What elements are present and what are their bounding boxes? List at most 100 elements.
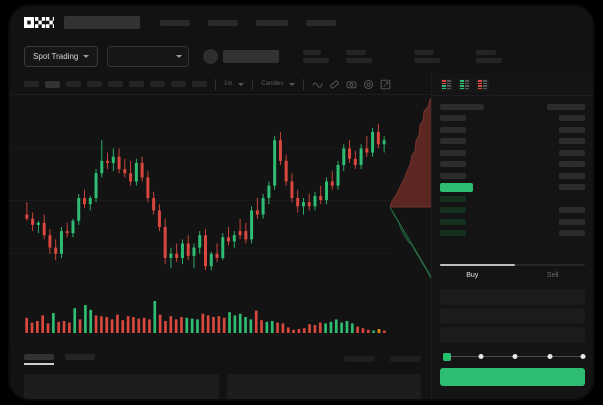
- chevron-down-icon[interactable]: [289, 82, 296, 86]
- chevron-down-icon: [83, 55, 90, 58]
- tab-open-orders[interactable]: [24, 353, 54, 365]
- toolbar-divider: [303, 78, 305, 90]
- orderbook-spread-row[interactable]: [440, 182, 585, 194]
- toolbar-divider: [252, 78, 254, 90]
- slider-stop-50[interactable]: [512, 354, 518, 359]
- volume-chart-panel[interactable]: [10, 295, 435, 347]
- stat-label-skeleton: [414, 50, 435, 55]
- market-type-dropdown[interactable]: Spot Trading: [24, 46, 99, 67]
- nav-item-skeleton[interactable]: [256, 19, 288, 26]
- interval-button-skeleton[interactable]: [66, 81, 81, 87]
- volume-bars: [25, 301, 386, 333]
- orderbook[interactable]: [432, 96, 593, 261]
- active-tab-underline: [24, 363, 54, 365]
- chevron-down-icon[interactable]: [238, 82, 245, 86]
- orderbook-ask-row[interactable]: [440, 124, 585, 136]
- orderbook-bid-row[interactable]: [440, 193, 585, 205]
- orderbook-scroll-thumb[interactable]: [440, 264, 516, 266]
- orderbook-ask-row[interactable]: [440, 170, 585, 182]
- order-depth-overlay: [390, 96, 435, 284]
- orderbook-ask-row[interactable]: [440, 136, 585, 148]
- ob-amount-skeleton: [559, 218, 585, 225]
- orderbook-view-toggles: [432, 74, 593, 96]
- orderbook-bid-row[interactable]: [440, 205, 585, 217]
- order-price-field[interactable]: [440, 289, 585, 305]
- order-total-field[interactable]: [440, 327, 585, 343]
- chart-toolbar: 1m Candles: [10, 74, 435, 95]
- stat-value-skeleton: [303, 58, 330, 63]
- interval-button-skeleton[interactable]: [24, 81, 39, 87]
- ob-view-bids-icon[interactable]: [458, 78, 471, 91]
- ob-price-skeleton: [440, 161, 466, 168]
- tab-buy[interactable]: Buy: [466, 271, 479, 279]
- interval-button-active[interactable]: [45, 80, 60, 88]
- slider-stop-100[interactable]: [580, 354, 586, 359]
- ob-col-amount-skeleton: [547, 103, 585, 110]
- chevron-down-icon: [176, 55, 183, 58]
- interval-button-skeleton[interactable]: [171, 81, 186, 87]
- okx-logo[interactable]: [24, 16, 54, 29]
- ob-last-price-highlight: [440, 182, 473, 192]
- ob-amount-skeleton: [559, 138, 585, 145]
- ob-price-skeleton: [440, 138, 466, 145]
- orderbook-ask-row[interactable]: [440, 113, 585, 125]
- ob-amount-skeleton: [559, 115, 585, 122]
- okx-logo-icon: [24, 17, 54, 28]
- orderbook-bid-row[interactable]: [440, 216, 585, 228]
- interval-button-skeleton[interactable]: [87, 81, 102, 87]
- nav-item-skeleton[interactable]: [306, 19, 336, 26]
- ob-price-skeleton: [440, 149, 466, 156]
- tab-order-history[interactable]: [65, 353, 95, 365]
- tab-sell[interactable]: Sell: [546, 271, 559, 279]
- orders-panel-left[interactable]: [24, 374, 219, 399]
- orderbook-ask-row[interactable]: [440, 147, 585, 159]
- tab-label-skeleton: [65, 353, 95, 360]
- ob-view-both-icon[interactable]: [440, 78, 453, 91]
- interval-button-skeleton[interactable]: [150, 81, 165, 87]
- stat-label-skeleton: [303, 50, 322, 55]
- trade-side-tabs: Buy Sell: [432, 266, 593, 284]
- interval-button-skeleton[interactable]: [129, 81, 144, 87]
- ob-amount-skeleton: [559, 126, 585, 133]
- orders-panel-right[interactable]: [226, 374, 421, 399]
- ob-price-skeleton: [440, 126, 466, 133]
- ob-price-skeleton: [440, 230, 466, 237]
- tab-label-skeleton: [24, 353, 54, 360]
- fullscreen-icon[interactable]: [380, 79, 391, 90]
- buy-submit-button[interactable]: [440, 368, 585, 386]
- ob-view-asks-icon[interactable]: [476, 78, 489, 91]
- ob-amount-skeleton: [559, 161, 585, 168]
- slider-stop-75[interactable]: [547, 354, 553, 359]
- device-frame: Spot Trading: [8, 4, 595, 401]
- slider-track: [444, 356, 581, 357]
- trading-pair-select[interactable]: [107, 46, 190, 67]
- ob-amount-skeleton: [559, 184, 585, 191]
- order-amount-slider[interactable]: [441, 352, 586, 361]
- price-chart-panel[interactable]: [10, 95, 435, 295]
- slider-stop-25[interactable]: [478, 354, 484, 359]
- market-type-label: Spot Trading: [33, 52, 79, 61]
- chart-type-label[interactable]: Candles: [261, 81, 284, 87]
- nav-item-skeleton[interactable]: [160, 19, 190, 26]
- ob-amount-skeleton: [559, 230, 585, 237]
- interval-button-skeleton[interactable]: [108, 81, 123, 87]
- stat-label-skeleton: [476, 50, 497, 55]
- drawing-ruler-icon[interactable]: [329, 79, 340, 90]
- ob-amount-skeleton: [559, 207, 585, 214]
- nav-item-skeleton[interactable]: [208, 19, 238, 26]
- interval-button-skeleton[interactable]: [192, 81, 207, 87]
- orderbook-ask-row[interactable]: [440, 159, 585, 171]
- orders-action-skeleton[interactable]: [344, 356, 375, 362]
- settings-gear-icon[interactable]: [363, 79, 374, 90]
- orders-action-skeleton[interactable]: [390, 356, 421, 362]
- orderbook-bid-row[interactable]: [440, 228, 585, 240]
- order-amount-field[interactable]: [440, 308, 585, 324]
- indicator-wave-icon[interactable]: [312, 79, 323, 90]
- interval-value-label[interactable]: 1m: [224, 81, 233, 87]
- slider-handle[interactable]: [442, 352, 451, 361]
- nav-search-skeleton[interactable]: [64, 16, 140, 29]
- camera-icon[interactable]: [346, 79, 357, 90]
- top-navigation-bar: [10, 6, 593, 39]
- orderbook-scrollbar[interactable]: [440, 264, 585, 266]
- stat-value-skeleton: [346, 58, 373, 63]
